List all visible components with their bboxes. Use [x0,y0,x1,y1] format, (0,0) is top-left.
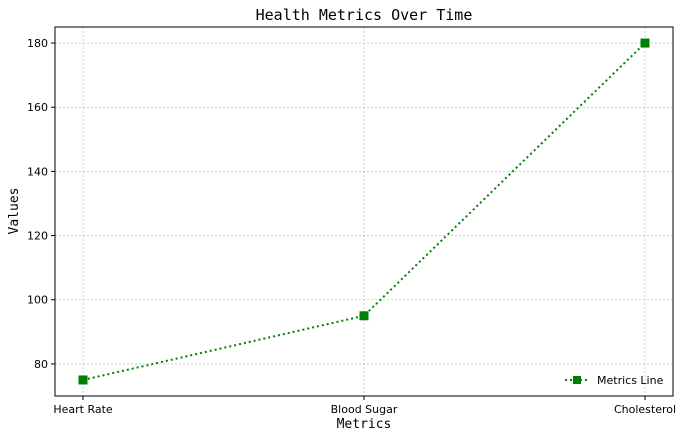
y-tick-label: 120 [27,230,48,243]
x-axis: Heart Rate Blood Sugar Cholesterol [53,396,676,416]
legend: Metrics Line [565,374,664,387]
y-tick-label: 180 [27,37,48,50]
chart-title: Health Metrics Over Time [256,6,473,24]
y-axis: 80 100 120 140 160 180 [27,37,55,371]
x-tick-label: Blood Sugar [331,403,398,416]
series-layer [78,38,650,385]
data-point [640,38,650,48]
data-point [359,311,369,321]
x-tick-label: Cholesterol [614,403,676,416]
grid-lines [55,27,673,396]
y-tick-label: 80 [34,358,48,371]
x-axis-label: Metrics [337,417,392,432]
y-tick-label: 160 [27,101,48,114]
data-point [78,375,88,385]
legend-marker [573,376,581,384]
x-tick-label: Heart Rate [53,403,113,416]
y-tick-label: 140 [27,165,48,178]
legend-label: Metrics Line [597,374,664,387]
y-tick-label: 100 [27,294,48,307]
series-line [82,42,646,381]
y-axis-label: Values [7,188,22,235]
